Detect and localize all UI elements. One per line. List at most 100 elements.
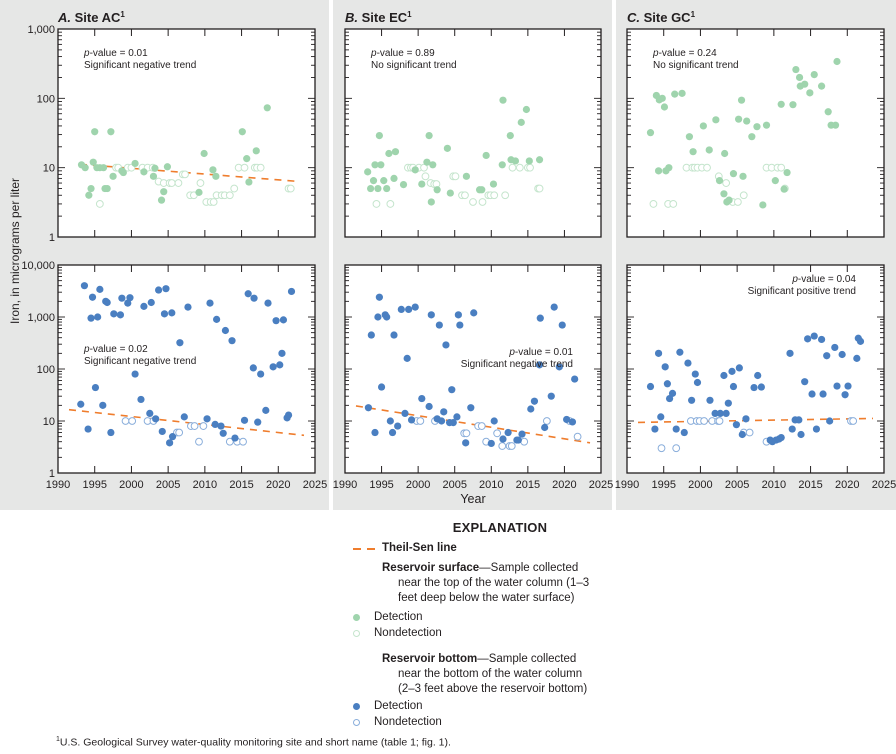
- legend: EXPLANATION Theil-Sen line Reservoir sur…: [340, 520, 670, 731]
- detection-point: [844, 382, 852, 390]
- detection-point: [535, 156, 544, 164]
- trend-label: No significant trend: [653, 60, 739, 71]
- x-tick-label: 2000: [688, 479, 712, 491]
- detection-point: [195, 188, 203, 196]
- detection-point: [437, 417, 446, 425]
- detection-point: [418, 180, 426, 188]
- detection-point: [109, 172, 117, 180]
- detection-point: [91, 383, 100, 392]
- legend-surface-heading: Reservoir surface—Sample collected: [382, 562, 579, 574]
- detection-point: [272, 317, 280, 325]
- detection-point: [823, 352, 831, 360]
- detection-point: [715, 177, 724, 185]
- detection-point: [433, 186, 441, 194]
- detection-point: [729, 382, 738, 391]
- open-blue-circle-icon: [353, 719, 360, 726]
- x-tick-label: 2010: [193, 479, 217, 491]
- detection-point: [453, 413, 461, 421]
- detection-point: [369, 177, 378, 185]
- panel-title: C. Site GC1: [627, 10, 696, 25]
- nondetection-point: [462, 429, 471, 438]
- detection-point: [217, 422, 225, 430]
- detection-point: [663, 380, 671, 388]
- x-tick-label: 2015: [229, 479, 253, 491]
- detection-point: [411, 166, 419, 174]
- detection-point: [853, 354, 861, 362]
- p-value-label: p-value = 0.02: [83, 344, 148, 355]
- detection-point: [131, 159, 139, 168]
- theil-sen-line: [638, 417, 873, 424]
- detection-point: [228, 337, 236, 345]
- detection-point: [257, 370, 265, 378]
- detection-point: [757, 383, 765, 391]
- detection-point: [116, 311, 125, 319]
- detection-point: [812, 425, 821, 433]
- legend-theil-sen-label: Theil-Sen line: [382, 542, 457, 554]
- detection-point: [380, 177, 388, 185]
- nondetection-point: [477, 422, 486, 430]
- detection-point: [646, 382, 655, 391]
- detection-point: [728, 367, 736, 375]
- detection-point: [386, 417, 394, 425]
- detection-point: [149, 172, 158, 180]
- detection-point: [263, 104, 271, 112]
- detection-point: [725, 196, 733, 204]
- detection-point: [801, 80, 809, 88]
- detection-point: [423, 158, 431, 166]
- detection-point: [151, 164, 159, 172]
- detection-point: [689, 148, 697, 156]
- nondetection-point: [493, 429, 502, 438]
- detection-point: [657, 413, 665, 421]
- detection-point: [555, 363, 563, 371]
- detection-point: [284, 411, 293, 419]
- nondetection-point: [703, 163, 711, 172]
- legend-bottom-nondetection: Nondetection: [340, 715, 670, 731]
- detection-point: [89, 158, 97, 166]
- detection-point: [550, 303, 558, 311]
- detection-point: [654, 167, 663, 175]
- nondetection-point: [722, 179, 731, 187]
- nondetection-point: [416, 417, 425, 425]
- detection-point: [668, 389, 677, 397]
- detection-point: [249, 364, 257, 372]
- nondetection-point: [195, 437, 203, 446]
- nondetection-point: [501, 191, 510, 200]
- detection-point: [490, 417, 498, 425]
- nondetection-point: [507, 442, 516, 450]
- nondetection-point: [421, 172, 430, 181]
- x-tick-label: 2015: [516, 479, 540, 491]
- detection-point: [810, 70, 818, 79]
- detection-point: [371, 428, 379, 437]
- detection-point: [418, 394, 426, 403]
- detection-point: [84, 425, 92, 433]
- nondetection-point: [240, 163, 249, 172]
- detection-point: [390, 331, 398, 339]
- detection-point: [810, 332, 818, 340]
- legend-bottom-heading: Reservoir bottom—Sample collected: [382, 653, 577, 665]
- detection-point: [712, 116, 720, 124]
- y-tick-label: 100: [37, 364, 55, 376]
- filled-green-circle-icon: [353, 614, 360, 621]
- plot-a-bottom: 1 10 100 1,000 10,000 1990 1995 2000 2005 2010 201…: [21, 260, 327, 491]
- y-tick-label: 10: [43, 416, 55, 428]
- detection-point: [154, 286, 163, 294]
- detection-point: [446, 189, 454, 197]
- detection-point: [77, 400, 85, 408]
- detection-point: [571, 375, 579, 383]
- nondetection-point: [508, 163, 517, 172]
- nondetection-point: [526, 163, 534, 172]
- detection-point: [499, 435, 507, 443]
- detection-point: [435, 321, 443, 329]
- detection-point: [107, 428, 115, 437]
- x-tick-label: 1995: [651, 479, 675, 491]
- detection-point: [808, 390, 816, 398]
- x-axis-label: Year: [460, 492, 485, 506]
- nondetection-point: [672, 444, 681, 453]
- detection-point: [685, 133, 694, 141]
- detection-point: [213, 315, 221, 323]
- detection-point: [449, 419, 457, 427]
- detection-point: [470, 309, 478, 317]
- detection-point: [375, 132, 383, 140]
